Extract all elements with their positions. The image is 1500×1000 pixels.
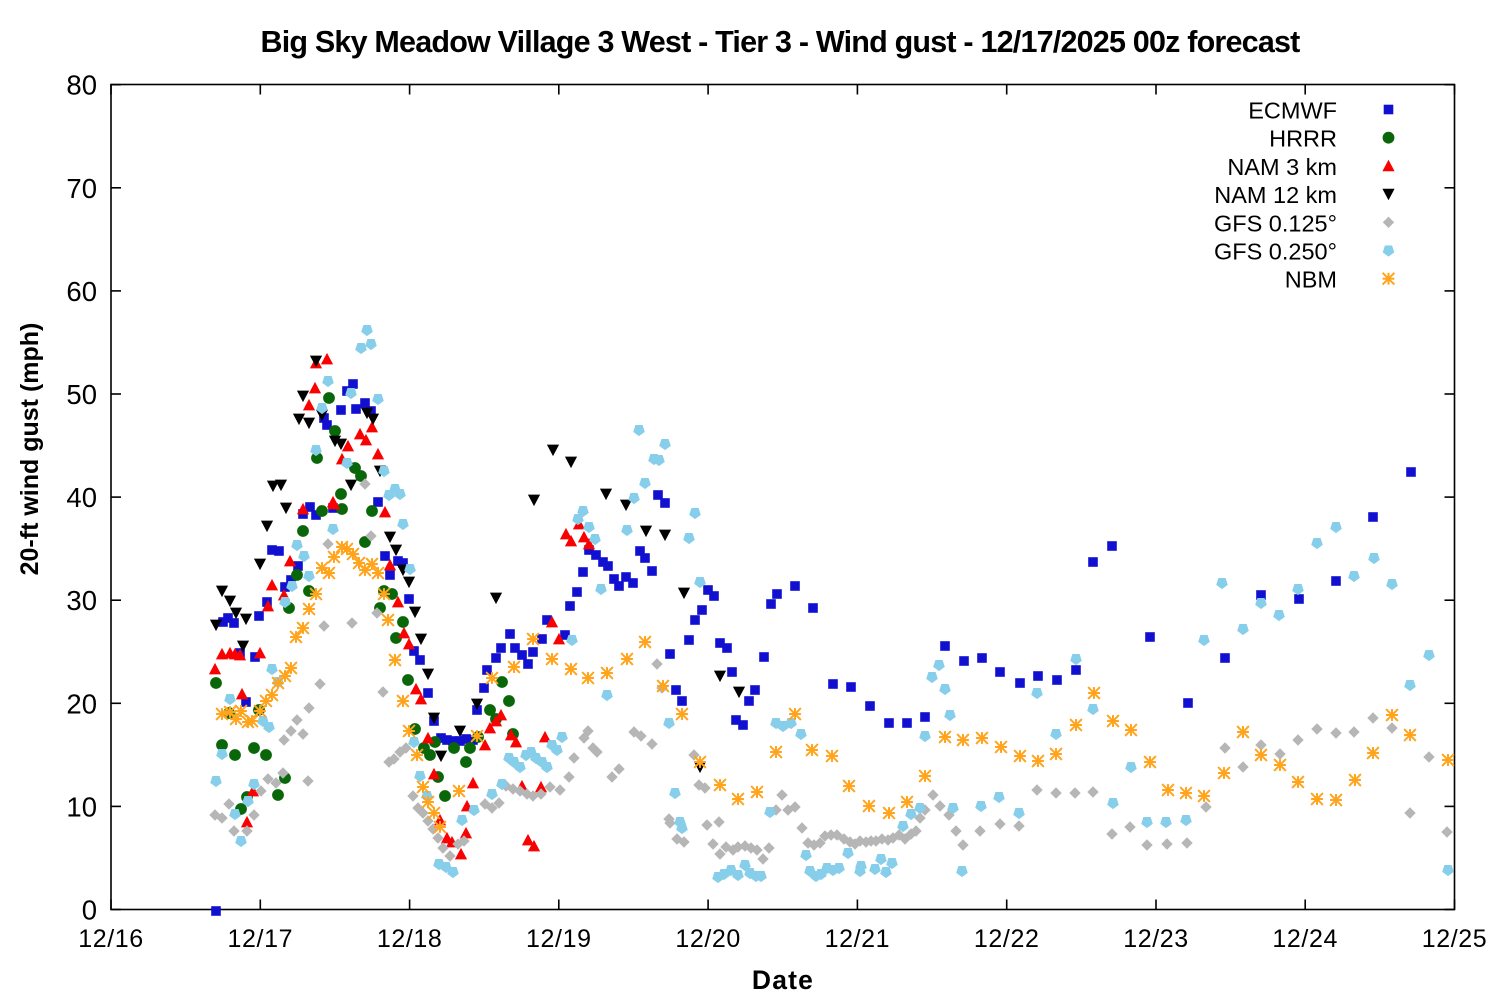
svg-text:50: 50 [66, 379, 97, 410]
svg-text:Date: Date [752, 965, 814, 995]
svg-text:12/22: 12/22 [974, 925, 1040, 953]
svg-text:Big Sky Meadow Village 3 West: Big Sky Meadow Village 3 West - Tier 3 -… [260, 25, 1300, 59]
svg-text:NAM 12 km: NAM 12 km [1214, 182, 1337, 208]
svg-text:12/19: 12/19 [526, 925, 592, 953]
svg-text:12/25: 12/25 [1422, 925, 1488, 953]
svg-text:NAM 3 km: NAM 3 km [1227, 154, 1337, 180]
svg-text:12/17: 12/17 [228, 925, 294, 953]
svg-text:20-ft wind gust (mph): 20-ft wind gust (mph) [16, 323, 44, 576]
svg-text:ECMWF: ECMWF [1248, 98, 1337, 124]
svg-text:80: 80 [66, 70, 97, 101]
svg-text:30: 30 [66, 585, 97, 616]
svg-text:12/18: 12/18 [377, 925, 443, 953]
svg-text:GFS 0.125°: GFS 0.125° [1214, 210, 1337, 236]
svg-text:HRRR: HRRR [1269, 126, 1337, 152]
svg-text:GFS 0.250°: GFS 0.250° [1214, 239, 1337, 265]
svg-text:NBM: NBM [1285, 267, 1337, 293]
svg-text:12/16: 12/16 [78, 925, 144, 953]
svg-text:20: 20 [66, 688, 97, 719]
svg-text:60: 60 [66, 276, 97, 307]
svg-text:70: 70 [66, 173, 97, 204]
svg-text:0: 0 [82, 895, 97, 926]
svg-text:12/21: 12/21 [825, 925, 891, 953]
svg-text:10: 10 [66, 791, 97, 822]
svg-text:12/20: 12/20 [675, 925, 741, 953]
svg-text:12/23: 12/23 [1123, 925, 1189, 953]
svg-text:12/24: 12/24 [1272, 925, 1338, 953]
svg-text:40: 40 [66, 482, 97, 513]
